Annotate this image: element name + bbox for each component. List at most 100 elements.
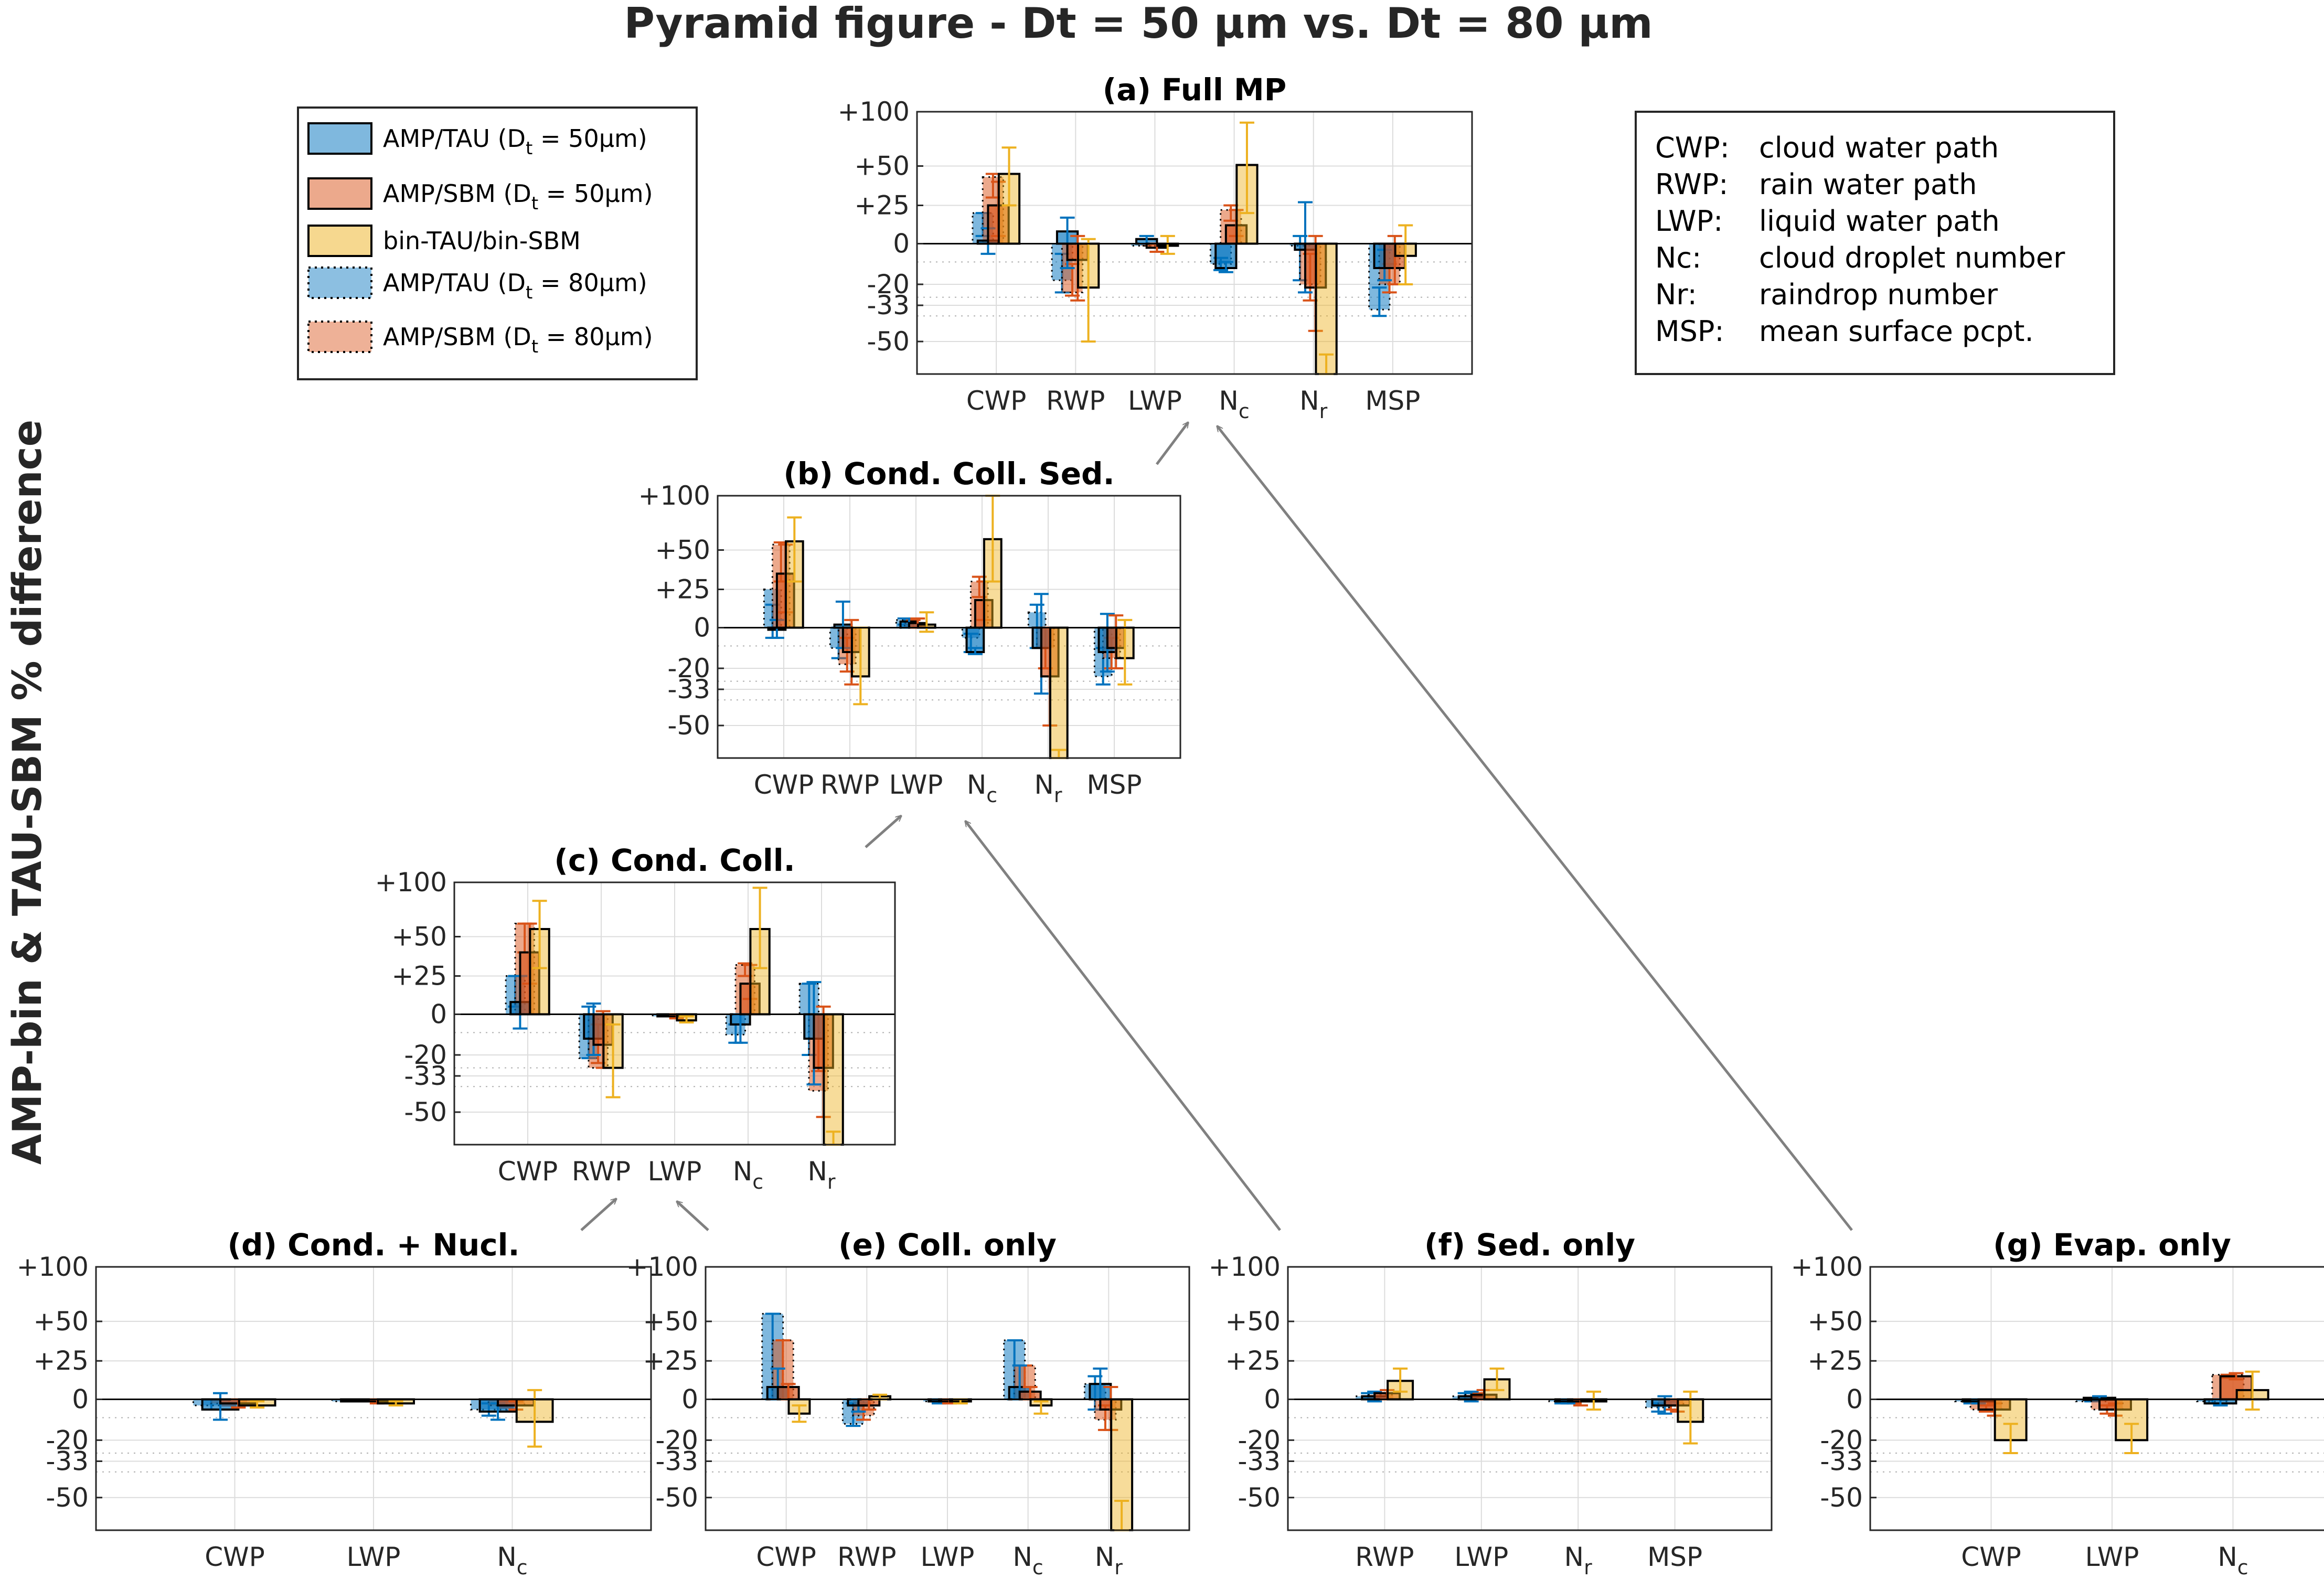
xtick-label-d-2: Nc (497, 1542, 527, 1579)
xtick-label-c-3: Nc (733, 1156, 763, 1193)
ytick-label-c-0: +100 (375, 867, 447, 898)
arrow-e-to-b (965, 821, 1281, 1231)
ytick-label-a-6: -50 (867, 326, 910, 357)
legend-label-sbm50: AMP/SBM (Dt = 50μm) (383, 179, 653, 214)
ytick-label-e-0: +100 (626, 1252, 698, 1282)
ytick-label-d-2: +25 (33, 1346, 89, 1376)
xtick-label-g-2: Nc (2218, 1542, 2248, 1579)
ytick-label-g-4: -20 (1820, 1425, 1863, 1455)
abbreviation-frame (1635, 111, 2115, 375)
axes-frame-d (95, 1266, 652, 1531)
abbr-desc-3: cloud droplet number (1759, 241, 2065, 274)
ytick-label-a-5: -33 (867, 290, 910, 321)
ytick-label-d-4: -20 (46, 1425, 89, 1455)
arrow-d-to-c (580, 1199, 616, 1231)
abbr-3: Nc: (1655, 241, 1701, 274)
bar-b-bin-4 (1049, 626, 1069, 759)
arrow-b-to-a-left (1156, 422, 1188, 465)
ytick-label-a-2: +25 (854, 190, 910, 221)
xtick-label-f-2: Nr (1564, 1542, 1592, 1579)
ytick-label-d-1: +50 (33, 1306, 89, 1337)
ytick-label-c-3: 0 (430, 999, 447, 1030)
ytick-label-a-3: 0 (893, 229, 910, 259)
arrow-c-to-b (865, 816, 901, 848)
legend-label-sbm80: AMP/SBM (Dt = 80μm) (383, 323, 653, 357)
ytick-label-f-1: +50 (1225, 1306, 1281, 1337)
xtick-label-e-0: CWP (756, 1542, 816, 1572)
abbr-4: Nr: (1655, 278, 1697, 311)
ytick-label-b-5: -33 (667, 674, 710, 705)
abbr-5: MSP: (1655, 315, 1724, 348)
xtick-label-c-1: RWP (572, 1156, 631, 1187)
xtick-label-f-0: RWP (1355, 1542, 1414, 1572)
xtick-label-b-3: Nc (967, 770, 997, 807)
xtick-label-d-0: CWP (205, 1542, 265, 1572)
ytick-label-b-4: -20 (667, 653, 710, 684)
axes-frame-e (705, 1266, 1190, 1531)
abbr-1: RWP: (1655, 168, 1728, 201)
figure-title: Pyramid figure - Dt = 50 μm vs. Dt = 80 … (624, 0, 1653, 48)
panel-a: +100 +50 +25 0 -20-33 -50 CWP RWP LWP Nc Nr MSP (a) … (838, 72, 1473, 423)
ytick-label-b-6: -50 (667, 710, 710, 741)
abbreviation-box: CWP: cloud water path RWP: rain water path L… (1635, 111, 2115, 375)
abbr-desc-1: rain water path (1759, 168, 1977, 201)
ytick-label-c-5: -33 (404, 1061, 447, 1091)
y-axis-label: AMP-bin & TAU-SBM % difference (4, 420, 50, 1165)
xtick-label-a-5: MSP (1365, 386, 1420, 416)
ytick-label-f-0: +100 (1209, 1252, 1281, 1282)
ytick-label-d-0: +100 (17, 1252, 89, 1282)
abbr-desc-2: liquid water path (1759, 205, 2000, 238)
panel-title-a: (a) Full MP (1103, 72, 1287, 108)
legend-swatch-sbm50 (307, 177, 372, 210)
xtick-label-e-1: RWP (837, 1542, 896, 1572)
panel-title-e: (e) Coll. only (838, 1227, 1057, 1263)
abbr-0: CWP: (1655, 131, 1730, 164)
xtick-label-b-1: RWP (820, 770, 879, 800)
ytick-label-g-6: -50 (1820, 1482, 1863, 1513)
arrow-e-to-c (677, 1201, 709, 1231)
xtick-label-b-5: MSP (1086, 770, 1142, 800)
xtick-label-c-2: LWP (648, 1156, 702, 1187)
ytick-label-e-1: +50 (643, 1306, 698, 1337)
ytick-label-a-4: -20 (867, 269, 910, 300)
arrow-f-to-a (1217, 426, 1853, 1231)
abbr-desc-4: raindrop number (1759, 278, 1998, 311)
xtick-label-e-3: Nc (1013, 1542, 1043, 1579)
xtick-label-f-1: LWP (1454, 1542, 1508, 1572)
panel-title-f: (f) Sed. only (1424, 1227, 1635, 1263)
xtick-label-g-1: LWP (2085, 1542, 2139, 1572)
ytick-label-e-5: -33 (655, 1446, 698, 1476)
xtick-label-a-4: Nr (1299, 386, 1327, 423)
ytick-label-g-1: +50 (1807, 1306, 1863, 1337)
legend-label-bin: bin-TAU/bin-SBM (383, 227, 581, 255)
xtick-label-d-1: LWP (347, 1542, 401, 1572)
ytick-label-g-3: 0 (1846, 1384, 1863, 1415)
ytick-label-f-2: +25 (1225, 1346, 1281, 1376)
panel-title-c: (c) Cond. Coll. (554, 842, 795, 878)
xtick-label-b-4: Nr (1034, 770, 1062, 807)
xtick-label-a-1: RWP (1046, 386, 1105, 416)
ytick-label-f-4: -20 (1238, 1425, 1281, 1455)
legend-swatch-tau50 (307, 122, 372, 155)
panel-title-b: (b) Cond. Coll. Sed. (783, 456, 1114, 492)
legend-swatch-tau80 (307, 266, 372, 299)
xtick-label-a-0: CWP (966, 386, 1027, 416)
ytick-label-c-2: +25 (391, 961, 447, 991)
ytick-label-c-4: -20 (404, 1040, 447, 1070)
ytick-label-c-6: -50 (404, 1097, 447, 1127)
legend-label-tau80: AMP/TAU (Dt = 80μm) (383, 269, 647, 303)
xtick-label-b-0: CWP (754, 770, 814, 800)
xtick-label-a-2: LWP (1128, 386, 1182, 416)
xtick-label-c-4: Nr (807, 1156, 835, 1193)
legend-swatch-sbm80 (307, 321, 372, 353)
ytick-label-a-1: +50 (854, 151, 910, 182)
axes-frame-g (1869, 1266, 2324, 1531)
xtick-label-c-0: CWP (498, 1156, 558, 1187)
legend-swatch-bin (307, 225, 372, 257)
panel-g: +100 +50 +25 0 -20-33 -50 CWP LWP Nc (g) Evap. on… (1791, 1227, 2324, 1579)
xtick-label-a-3: Nc (1219, 386, 1249, 423)
xtick-label-e-4: Nr (1095, 1542, 1123, 1579)
panel-f: +100 +50 +25 0 -20-33 -50 RWP LWP Nr MSP (f) Sed. … (1209, 1227, 1773, 1579)
